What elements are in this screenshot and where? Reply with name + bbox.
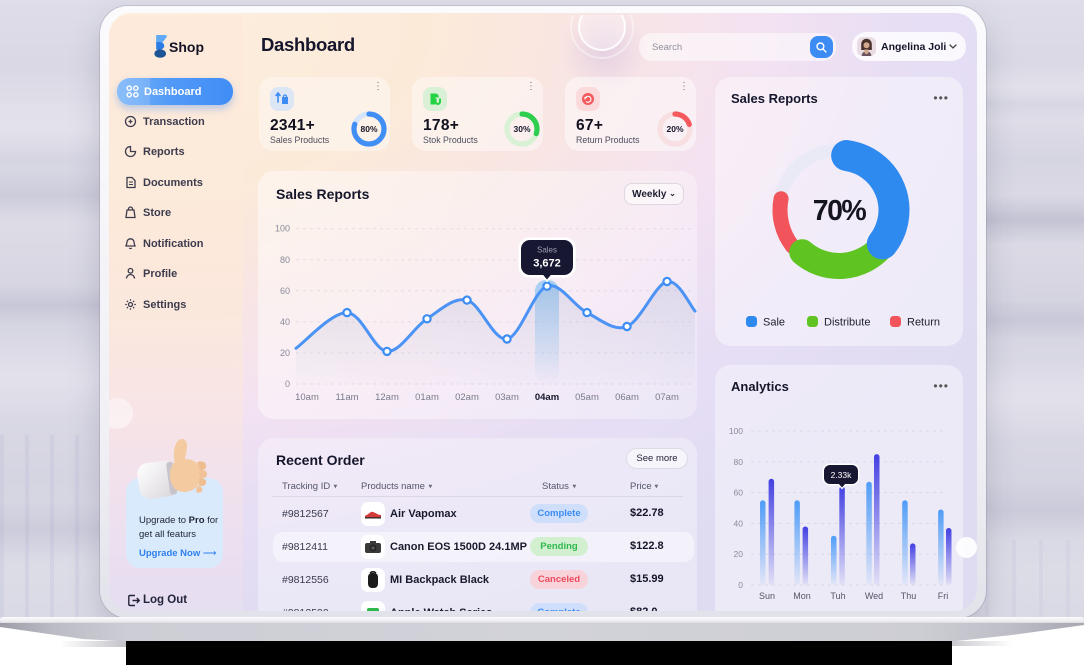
svg-text:06am: 06am xyxy=(615,392,639,403)
svg-text:0: 0 xyxy=(738,580,743,590)
svg-text:20: 20 xyxy=(280,348,290,358)
svg-text:01am: 01am xyxy=(415,392,439,403)
svg-text:07am: 07am xyxy=(655,392,679,403)
svg-text:3,672: 3,672 xyxy=(533,258,561,270)
svg-text:80%: 80% xyxy=(360,124,377,134)
svg-text:40: 40 xyxy=(734,518,744,528)
svg-text:70%: 70% xyxy=(813,195,867,227)
svg-text:100: 100 xyxy=(275,224,290,234)
svg-text:2.33k: 2.33k xyxy=(831,470,853,480)
svg-text:10am: 10am xyxy=(295,392,319,403)
svg-text:02am: 02am xyxy=(455,392,479,403)
svg-text:20: 20 xyxy=(734,549,744,559)
svg-text:30%: 30% xyxy=(513,124,530,134)
svg-text:05am: 05am xyxy=(575,392,599,403)
svg-text:Fri: Fri xyxy=(938,591,949,601)
svg-text:03am: 03am xyxy=(495,392,519,403)
svg-text:12am: 12am xyxy=(375,392,399,403)
svg-text:80: 80 xyxy=(734,457,744,467)
svg-text:20%: 20% xyxy=(666,124,683,134)
svg-text:40: 40 xyxy=(280,317,290,327)
svg-text:60: 60 xyxy=(280,286,290,296)
svg-text:Thu: Thu xyxy=(901,591,917,601)
svg-text:Sun: Sun xyxy=(759,591,775,601)
svg-text:Wed: Wed xyxy=(865,591,883,601)
svg-text:11am: 11am xyxy=(335,392,358,403)
svg-text:60: 60 xyxy=(734,488,744,498)
svg-text:Mon: Mon xyxy=(793,591,811,601)
svg-text:04am: 04am xyxy=(535,392,559,403)
svg-text:100: 100 xyxy=(729,426,743,436)
svg-text:0: 0 xyxy=(285,379,290,389)
svg-text:80: 80 xyxy=(280,255,290,265)
svg-text:Tuh: Tuh xyxy=(830,591,845,601)
svg-text:Sales: Sales xyxy=(537,246,557,255)
